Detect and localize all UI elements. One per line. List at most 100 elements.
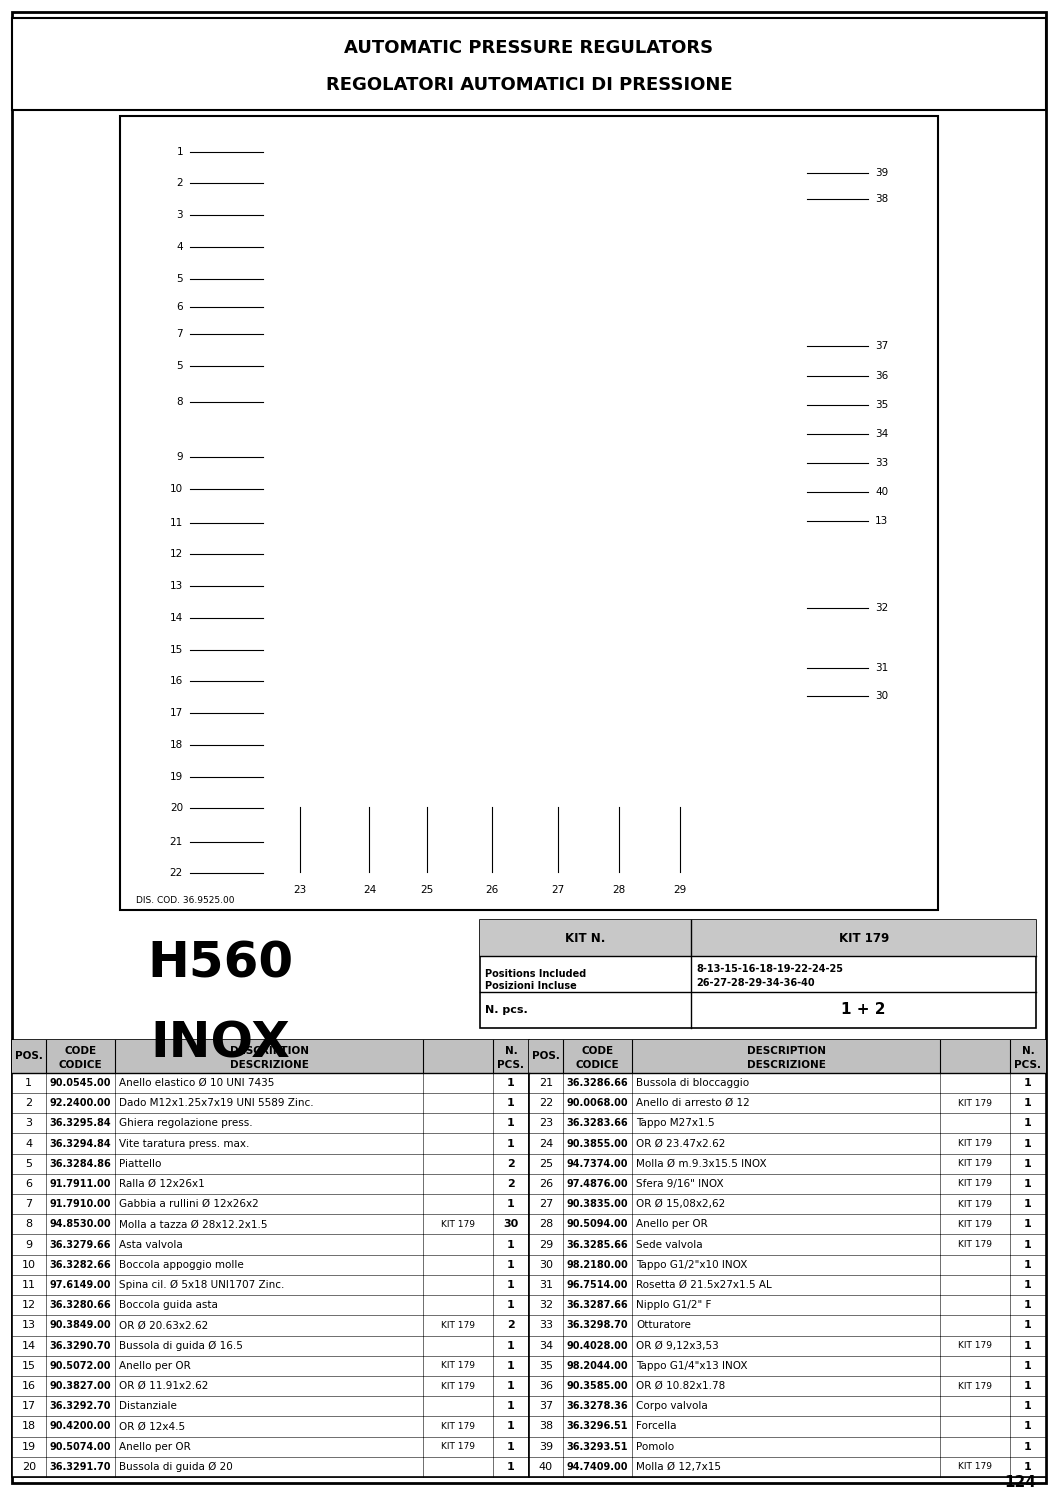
Text: 32: 32 [875,604,889,613]
Text: 1: 1 [1024,1078,1032,1088]
Text: KIT 179: KIT 179 [441,1220,475,1229]
Text: CODICE: CODICE [58,1060,103,1069]
Text: 1: 1 [1024,1320,1032,1331]
Text: 40: 40 [875,486,888,496]
Text: Bussola di guida Ø 16.5: Bussola di guida Ø 16.5 [120,1341,243,1351]
Text: Boccola guida asta: Boccola guida asta [120,1301,218,1310]
Text: Forcella: Forcella [637,1422,677,1432]
Text: CODICE: CODICE [576,1060,619,1069]
Text: 36.3296.51: 36.3296.51 [567,1422,628,1432]
Text: Sede valvola: Sede valvola [637,1239,703,1250]
Text: 11: 11 [22,1280,36,1290]
Text: 90.0545.00: 90.0545.00 [50,1078,111,1088]
Text: Positions Included: Positions Included [485,969,586,979]
Text: Ghiera regolazione press.: Ghiera regolazione press. [120,1118,253,1129]
Text: 27: 27 [539,1199,553,1209]
Text: Otturatore: Otturatore [637,1320,691,1331]
Text: OR Ø 10.82x1.78: OR Ø 10.82x1.78 [637,1381,726,1390]
Text: 1: 1 [1024,1280,1032,1290]
Text: 19: 19 [22,1441,36,1452]
Text: 8-13-15-16-18-19-22-24-25: 8-13-15-16-18-19-22-24-25 [696,964,843,975]
Text: 29: 29 [674,885,687,896]
Text: 26: 26 [539,1180,553,1189]
Text: 5: 5 [177,362,183,371]
Text: 29: 29 [539,1239,553,1250]
Text: POS.: POS. [15,1051,42,1061]
Text: 98.2044.00: 98.2044.00 [567,1360,628,1371]
Bar [529,1041,1046,1073]
Text: 18: 18 [22,1422,36,1432]
Text: Anello di arresto Ø 12: Anello di arresto Ø 12 [637,1099,750,1108]
Text: 1: 1 [1024,1422,1032,1432]
Text: 1: 1 [507,1139,515,1148]
Text: 1: 1 [507,1462,515,1473]
Text: Corpo valvola: Corpo valvola [637,1401,708,1411]
Text: KIT 179: KIT 179 [957,1462,992,1471]
Text: 2: 2 [507,1159,515,1169]
Text: Dado M12x1.25x7x19 UNI 5589 Zinc.: Dado M12x1.25x7x19 UNI 5589 Zinc. [120,1099,314,1108]
Text: 37: 37 [875,341,889,351]
Text: Bussola di bloccaggio: Bussola di bloccaggio [637,1078,749,1088]
Text: PCS.: PCS. [497,1060,525,1069]
Text: N. pcs.: N. pcs. [485,1005,528,1015]
Text: 30: 30 [504,1220,518,1229]
Text: OR Ø 23.47x2.62: OR Ø 23.47x2.62 [637,1139,726,1148]
Text: 1: 1 [507,1239,515,1250]
Text: Nipplo G1/2" F: Nipplo G1/2" F [637,1301,712,1310]
Text: 28: 28 [613,885,625,896]
Text: 20: 20 [22,1462,36,1473]
Text: 1: 1 [1024,1180,1032,1189]
Text: 13: 13 [169,582,183,591]
Text: 38: 38 [539,1422,553,1432]
Text: KIT 179: KIT 179 [957,1099,992,1108]
Text: 1: 1 [507,1199,515,1209]
Text: 34: 34 [539,1341,553,1350]
Bar [529,1041,1046,1477]
Text: 1: 1 [507,1422,515,1432]
Text: 1: 1 [507,1341,515,1350]
Text: 34: 34 [875,429,889,438]
Text: Molla Ø m.9.3x15.5 INOX: Molla Ø m.9.3x15.5 INOX [637,1159,767,1169]
Text: Tappo G1/2"x10 INOX: Tappo G1/2"x10 INOX [637,1260,748,1269]
Text: KIT 179: KIT 179 [441,1443,475,1452]
Text: 15: 15 [22,1360,36,1371]
Text: 7: 7 [177,329,183,339]
Text: N.: N. [1022,1046,1035,1057]
Text: 21: 21 [169,837,183,846]
Text: 39: 39 [539,1441,553,1452]
Text: Gabbia a rullini Ø 12x26x2: Gabbia a rullini Ø 12x26x2 [120,1199,259,1209]
Bar [120,117,938,910]
Text: OR Ø 20.63x2.62: OR Ø 20.63x2.62 [120,1320,208,1331]
Text: 13: 13 [875,516,889,526]
Text: KIT 179: KIT 179 [957,1139,992,1148]
Text: 36: 36 [875,371,889,381]
Text: 2: 2 [25,1099,33,1108]
Text: 94.7374.00: 94.7374.00 [567,1159,628,1169]
Text: 39: 39 [875,167,889,178]
Text: 36.3284.86: 36.3284.86 [50,1159,111,1169]
Text: 90.3827.00: 90.3827.00 [50,1381,111,1390]
Text: OR Ø 11.91x2.62: OR Ø 11.91x2.62 [120,1381,208,1390]
Text: KIT N.: KIT N. [565,931,606,945]
Text: Anello per OR: Anello per OR [120,1360,191,1371]
Text: 2: 2 [507,1320,515,1331]
Text: Spina cil. Ø 5x18 UNI1707 Zinc.: Spina cil. Ø 5x18 UNI1707 Zinc. [120,1280,285,1290]
Text: 16: 16 [22,1381,36,1390]
Text: 33: 33 [875,457,889,468]
Text: 36.3287.66: 36.3287.66 [567,1301,628,1310]
Text: 1: 1 [507,1099,515,1108]
Text: Boccola appoggio molle: Boccola appoggio molle [120,1260,244,1269]
Text: 90.5094.00: 90.5094.00 [567,1220,628,1229]
Text: 1: 1 [1024,1360,1032,1371]
Text: 8: 8 [177,396,183,407]
Text: Anello per OR: Anello per OR [637,1220,708,1229]
Text: 36.3285.66: 36.3285.66 [567,1239,628,1250]
Text: 9: 9 [177,453,183,462]
Text: 91.7911.00: 91.7911.00 [50,1180,111,1189]
Text: 6: 6 [177,302,183,311]
Text: 90.0068.00: 90.0068.00 [567,1099,628,1108]
Text: KIT 179: KIT 179 [957,1199,992,1208]
Text: 1: 1 [507,1401,515,1411]
Text: 1: 1 [507,1301,515,1310]
Text: 1: 1 [507,1118,515,1129]
